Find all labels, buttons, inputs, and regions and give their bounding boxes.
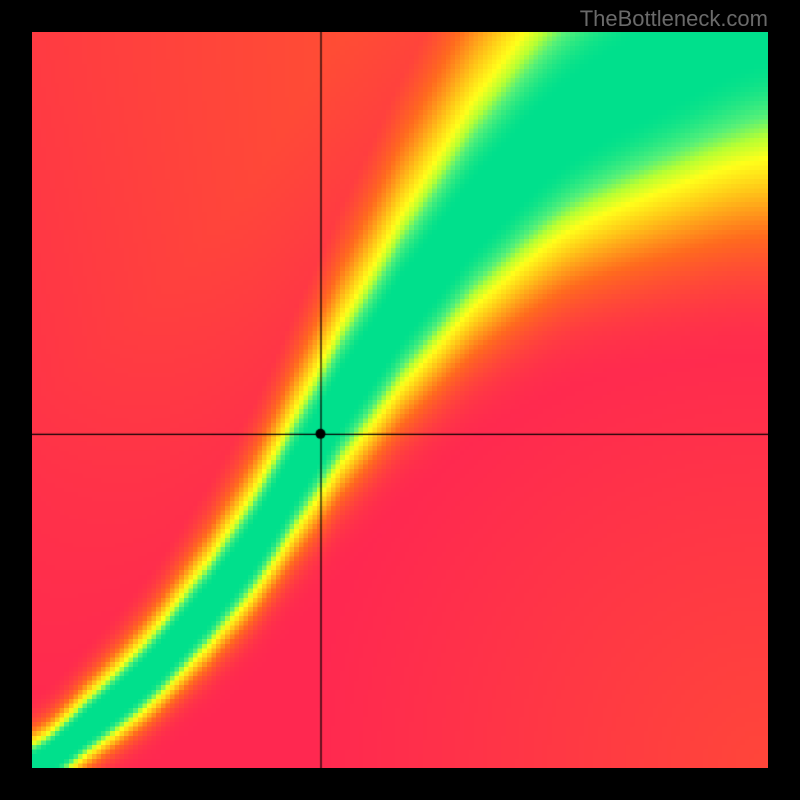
watermark-text: TheBottleneck.com — [580, 6, 768, 32]
crosshair-overlay — [32, 32, 768, 768]
chart-root: TheBottleneck.com — [0, 0, 800, 800]
